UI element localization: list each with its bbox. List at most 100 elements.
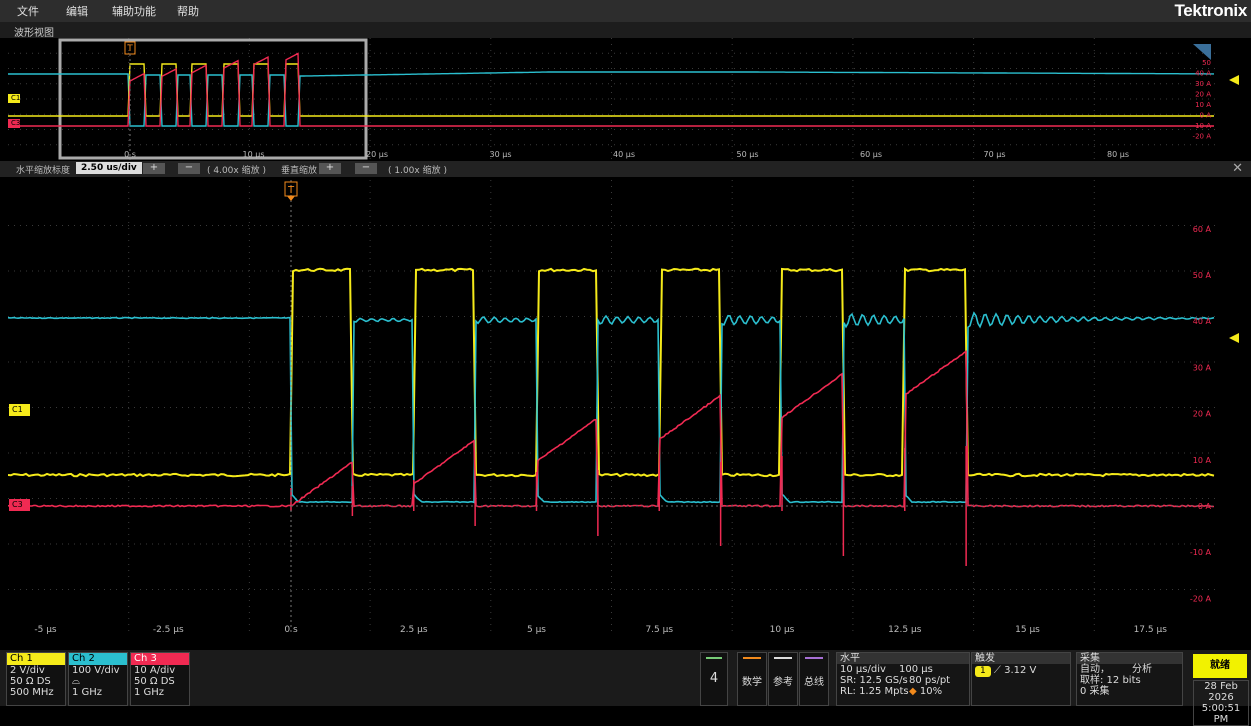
main-x-tick-label: 7.5 µs: [645, 625, 673, 635]
overview-x-tick-label: 50 µs: [737, 150, 759, 159]
channel-count: 4: [709, 671, 719, 686]
acquisition-row-1: 自动， 分析: [1077, 664, 1182, 675]
main-x-tick-label: 17.5 µs: [1134, 625, 1168, 635]
zoom-close-icon[interactable]: ✕: [1232, 161, 1243, 176]
trigger-row: 1 ⟋ 3.12 V: [972, 665, 1070, 677]
main-x-tick-label: 10 µs: [770, 625, 795, 635]
main-ch1-marker[interactable]: C1: [9, 404, 30, 416]
main-ch3-marker[interactable]: C3: [9, 499, 30, 511]
main-level-arrow-icon[interactable]: [1227, 331, 1241, 345]
horizontal-resolution: 80 ps/pt: [909, 675, 951, 686]
horizontal-title: 水平: [837, 653, 969, 664]
trigger-marker-arrow: [287, 196, 295, 201]
h-zoom-plus-button[interactable]: +: [143, 163, 165, 174]
math-button[interactable]: 数学: [737, 652, 767, 706]
main-y-tick-label: 10 A: [1193, 456, 1212, 465]
overview-plot[interactable]: T 0 s 10 µs 20 µs 30 µs 40 µs 50 µs 60 µs 70 µs 8…: [8, 38, 1215, 160]
ref-bar: [774, 657, 792, 659]
horizontal-row-2: SR: 12.5 GS/s 80 ps/pt: [837, 675, 969, 686]
overview-x-tick-label: 20 µs: [366, 150, 388, 159]
ref-button[interactable]: 参考: [768, 652, 798, 706]
main-y-tick-label: 50 A: [1193, 271, 1212, 280]
bus-button[interactable]: 总线: [799, 652, 829, 706]
overview-canvas[interactable]: T 0 s 10 µs 20 µs 30 µs 40 µs 50 µs 60 µs 70 µs 8…: [8, 38, 1215, 160]
h-zoom-minus-button[interactable]: −: [178, 163, 200, 174]
run-status-button[interactable]: 就绪: [1193, 654, 1247, 678]
menu-file[interactable]: 文件: [17, 5, 39, 18]
horizontal-panel[interactable]: 水平 10 µs/div 100 µs SR: 12.5 GS/s 80 ps/pt…: [836, 652, 970, 706]
main-y-tick-label: 0 A: [1198, 502, 1212, 511]
trigger-title: 触发: [972, 653, 1070, 664]
overview-trigger-label: T: [126, 44, 133, 54]
overview-ch3-marker[interactable]: C3: [8, 119, 21, 128]
main-x-tick-label: -2.5 µs: [153, 625, 184, 635]
trigger-level: 3.12 V: [1004, 665, 1037, 676]
main-y-tick-label: 40 A: [1193, 317, 1212, 326]
channel-1-coupling: 50 Ω DS: [10, 676, 51, 687]
menu-utility[interactable]: 辅助功能: [112, 5, 156, 18]
rising-edge-icon: ⟋: [993, 665, 1001, 676]
main-waveform-plot[interactable]: T 60 A 50 A 40 A 30 A 20 A 10 A 0 A -10 A -20 A -5…: [7, 180, 1215, 635]
v-zoom-label: 垂直缩放: [281, 166, 318, 176]
horizontal-record-length: RL: 1.25 Mpts: [840, 686, 909, 697]
overview-x-tick-label: 0 s: [124, 150, 136, 159]
overview-y-tick-label: 40 A: [1195, 70, 1211, 78]
acquisition-analysis: 分析: [1132, 664, 1152, 675]
overview-y-tick-label: -20 A: [1193, 133, 1212, 141]
main-x-tick-label: 2.5 µs: [400, 625, 428, 635]
v-zoom-plus-button[interactable]: +: [319, 163, 341, 174]
channel-1-name: Ch 1: [7, 653, 65, 665]
channel-3-coupling: 50 Ω DS: [134, 676, 175, 687]
channel-2-name: Ch 2: [69, 653, 127, 665]
h-zoom-value[interactable]: 2.50 us/div: [76, 162, 142, 174]
horizontal-scale: 10 µs/div: [840, 664, 886, 675]
bus-label: 总线: [804, 677, 824, 688]
menu-bar: 文件 编辑 辅助功能 帮助 Tektronix: [0, 0, 1251, 22]
acquisition-title: 采集: [1077, 653, 1182, 664]
overview-y-tick-label: 20 A: [1195, 91, 1211, 99]
overview-ch1-trace: [8, 63, 1214, 117]
acquisition-mode: 自动，: [1080, 664, 1110, 675]
ch3-trace: [7, 350, 1214, 508]
main-canvas[interactable]: T 60 A 50 A 40 A 30 A 20 A 10 A 0 A -10 A -20 A -5…: [7, 180, 1215, 635]
main-x-tick-label: 15 µs: [1015, 625, 1040, 635]
channel-2-probe-icon: ⌓: [72, 676, 80, 687]
overview-level-arrow-icon[interactable]: [1227, 73, 1241, 87]
time-label: 5:00:51 PM: [1201, 703, 1241, 725]
overview-y-tick-label: 50: [1202, 59, 1211, 67]
horizontal-row-1: 10 µs/div 100 µs: [837, 664, 969, 675]
horizontal-position: ◆ 10%: [909, 686, 942, 697]
acquisition-panel[interactable]: 采集 自动， 分析 取样: 12 bits 0 采集: [1076, 652, 1183, 706]
channel-3-bandwidth: 1 GHz: [134, 687, 165, 698]
overview-x-tick-label: 30 µs: [490, 150, 512, 159]
main-y-tick-label: -20 A: [1190, 594, 1212, 603]
main-y-tick-label: 20 A: [1193, 410, 1212, 419]
channel-3-name: Ch 3: [131, 653, 189, 665]
channel-3-badge[interactable]: Ch 3 10 A/div 50 Ω DS 1 GHz: [130, 652, 190, 706]
waveform-view-header: 波形视图: [0, 22, 1251, 39]
bottom-status-bar: Ch 1 2 V/div 50 Ω DS 500 MHz Ch 2 100 V/…: [0, 650, 1251, 726]
channel-2-badge[interactable]: Ch 2 100 V/div ⌓ 1 GHz: [68, 652, 128, 706]
overview-y-tick-label: -10 A: [1193, 122, 1212, 130]
waveform-view-title: 波形视图: [14, 28, 54, 39]
math-bar: [743, 657, 761, 659]
channel-count-button[interactable]: 4: [700, 652, 728, 706]
zoom-toolbar: 水平缩放标度 2.50 us/div + − ( 4.00x 缩放 ) 垂直缩放…: [0, 161, 1251, 177]
overview-x-tick-label: 60 µs: [860, 150, 882, 159]
menu-help[interactable]: 帮助: [177, 5, 199, 18]
bus-bar: [805, 657, 823, 659]
overview-y-tick-label: 30 A: [1195, 80, 1211, 88]
math-label: 数学: [742, 677, 762, 688]
horizontal-sample-rate: SR: 12.5 GS/s: [840, 675, 908, 686]
channel-1-scale: 2 V/div: [10, 665, 45, 676]
trigger-marker-label: T: [287, 185, 295, 196]
channel-1-bandwidth: 500 MHz: [10, 687, 54, 698]
h-zoom-label: 水平缩放标度: [16, 166, 71, 176]
channel-1-badge[interactable]: Ch 1 2 V/div 50 Ω DS 500 MHz: [6, 652, 66, 706]
horizontal-position-value: 10%: [919, 686, 943, 697]
menu-edit[interactable]: 编辑: [66, 5, 88, 18]
trigger-panel[interactable]: 触发 1 ⟋ 3.12 V: [971, 652, 1071, 706]
overview-ch1-marker[interactable]: C1: [8, 94, 21, 103]
overview-ch3-trace: [8, 52, 1214, 127]
v-zoom-minus-button[interactable]: −: [355, 163, 377, 174]
